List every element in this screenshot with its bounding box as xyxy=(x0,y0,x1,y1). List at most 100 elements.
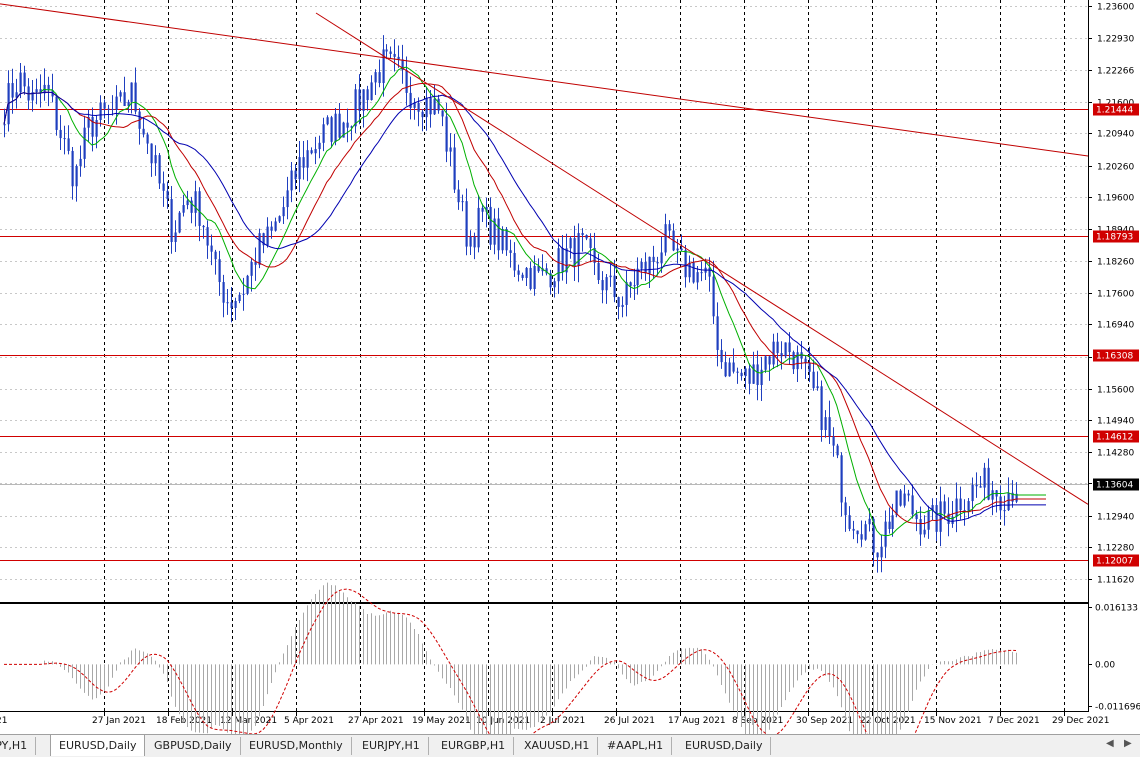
candle-body xyxy=(509,250,512,253)
candle-body xyxy=(130,82,133,102)
candle-body xyxy=(772,341,775,365)
candle-body xyxy=(119,92,122,97)
candle-body xyxy=(907,493,910,496)
price-tick-label: 1.22930 xyxy=(1097,35,1134,45)
candle-body xyxy=(517,270,520,275)
candle-body xyxy=(67,138,70,151)
candle-body xyxy=(648,256,651,274)
candle-body xyxy=(640,261,643,269)
candle-body xyxy=(115,96,118,110)
candle-body xyxy=(999,496,1002,511)
tab-xauusd-h1[interactable]: XAUUSD,H1 xyxy=(516,737,599,755)
tab-eurusd-daily[interactable]: EURUSD,Daily xyxy=(50,735,146,756)
candle-body xyxy=(87,116,90,128)
candle-body xyxy=(748,368,751,384)
candle-body xyxy=(39,89,42,94)
candle-body xyxy=(792,352,795,370)
price-tick-label: 1.18260 xyxy=(1097,258,1134,268)
candle-body xyxy=(445,116,448,152)
level-price-tag xyxy=(1093,349,1139,362)
candle-body xyxy=(967,501,970,511)
triangle-right-icon[interactable]: ▶ xyxy=(1124,738,1132,749)
candle-body xyxy=(692,262,695,283)
candle-body xyxy=(334,113,337,142)
candle-body xyxy=(764,356,767,370)
price-tick-label: 1.17600 xyxy=(1097,290,1134,300)
candle-body xyxy=(935,505,938,532)
candle-body xyxy=(322,124,325,143)
candle-body xyxy=(533,266,536,290)
candle-body xyxy=(134,82,137,112)
tab-gbpusd-daily[interactable]: GBPUSD,Daily xyxy=(146,737,241,755)
candle-body xyxy=(633,285,636,287)
candle-body xyxy=(796,352,799,370)
candle-body xyxy=(457,189,460,203)
candle-body xyxy=(489,206,492,245)
tab-jpy-h1[interactable]: JPY,H1 xyxy=(0,737,37,755)
candle-body xyxy=(242,293,245,295)
candle-body xyxy=(15,92,18,98)
time-tick-label: 2 Jul 2021 xyxy=(540,716,585,726)
tab-aapl-h1[interactable]: #AAPL,H1 xyxy=(599,737,673,755)
candle-body xyxy=(310,150,313,154)
candle-body xyxy=(274,221,277,231)
candle-body xyxy=(891,515,894,529)
candle-body xyxy=(780,353,783,357)
level-price-tag xyxy=(1093,103,1139,116)
candle-body xyxy=(991,490,994,500)
candle-body xyxy=(963,510,966,512)
candle-body xyxy=(218,259,221,283)
candle-body xyxy=(214,251,217,260)
candle-body xyxy=(577,233,580,267)
time-tick-label: 12 Mar 2021 xyxy=(220,716,277,726)
candle-body xyxy=(629,282,632,286)
tab-eurusd-monthly[interactable]: EURUSD,Monthly xyxy=(241,737,352,755)
trendline xyxy=(315,12,1089,505)
candle-body xyxy=(91,116,94,137)
tab-eurusd-daily-2[interactable]: EURUSD,Daily xyxy=(677,737,772,755)
candle-body xyxy=(230,302,233,308)
candle-body xyxy=(266,226,269,246)
candle-body xyxy=(485,206,488,212)
candle-body xyxy=(760,369,763,386)
chart-tab-bar: JPY,H1 EURUSD,Daily GBPUSD,Daily EURUSD,… xyxy=(0,734,1140,757)
candle-body xyxy=(1007,492,1010,511)
price-tick-label: 1.12940 xyxy=(1097,513,1134,523)
candle-body xyxy=(732,362,735,372)
candle-body xyxy=(971,484,974,502)
time-tick-label: 29 Dec 2021 xyxy=(1052,716,1110,726)
candle-body xyxy=(959,498,962,511)
candle-body xyxy=(99,102,102,120)
candle-body xyxy=(832,436,835,446)
candle-body xyxy=(3,124,6,126)
candle-body xyxy=(162,183,165,191)
candle-body xyxy=(979,486,982,488)
price-tick-label: 1.11620 xyxy=(1097,576,1134,586)
candle-body xyxy=(342,122,345,138)
tab-eurgbp-h1[interactable]: EURGBP,H1 xyxy=(433,737,515,755)
tab-eurjpy-h1[interactable]: EURJPY,H1 xyxy=(354,737,429,755)
candle-body xyxy=(461,201,464,203)
candle-body xyxy=(374,72,377,83)
price-chart[interactable]: 1.236001.229301.222661.216001.209401.202… xyxy=(0,0,1140,734)
candle-body xyxy=(919,519,922,535)
candle-body xyxy=(210,245,213,252)
candle-body xyxy=(549,273,552,288)
candle-body xyxy=(836,445,839,456)
candle-body xyxy=(202,225,205,228)
oscillator-signal-line xyxy=(4,588,1017,734)
candle-body xyxy=(382,49,385,84)
candle-body xyxy=(270,226,273,231)
candle-body xyxy=(55,96,58,130)
candle-body xyxy=(11,83,14,98)
candle-body xyxy=(318,142,321,150)
candle-body xyxy=(425,97,428,118)
candle-body xyxy=(561,248,564,273)
candle-body xyxy=(465,201,468,247)
triangle-left-icon[interactable]: ◀ xyxy=(1106,738,1114,749)
candle-body xyxy=(354,89,357,127)
candle-body xyxy=(840,455,843,503)
moving-average-line xyxy=(3,91,1046,522)
candle-body xyxy=(35,89,38,93)
candle-body xyxy=(497,218,500,251)
